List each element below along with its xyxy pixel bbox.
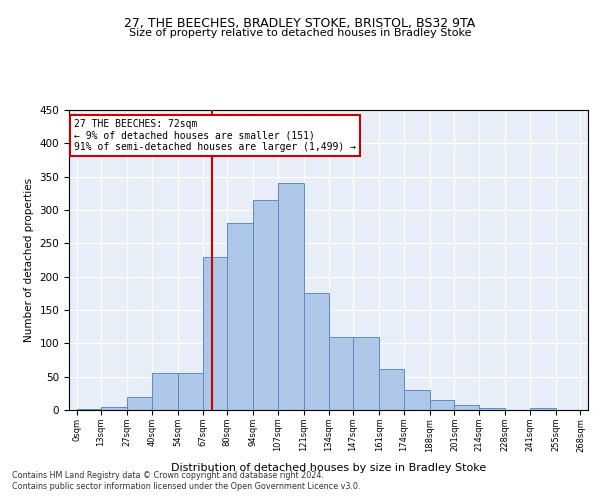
Bar bbox=[430, 400, 454, 410]
Bar bbox=[304, 294, 329, 410]
Text: 27 THE BEECHES: 72sqm
← 9% of detached houses are smaller (151)
91% of semi-deta: 27 THE BEECHES: 72sqm ← 9% of detached h… bbox=[74, 119, 356, 152]
Y-axis label: Number of detached properties: Number of detached properties bbox=[24, 178, 34, 342]
Bar bbox=[329, 336, 353, 410]
Text: Contains HM Land Registry data © Crown copyright and database right 2024.: Contains HM Land Registry data © Crown c… bbox=[12, 471, 324, 480]
Bar bbox=[404, 390, 430, 410]
Bar bbox=[379, 368, 404, 410]
Bar bbox=[353, 336, 379, 410]
Bar bbox=[454, 404, 479, 410]
Bar bbox=[127, 396, 152, 410]
Text: 27, THE BEECHES, BRADLEY STOKE, BRISTOL, BS32 9TA: 27, THE BEECHES, BRADLEY STOKE, BRISTOL,… bbox=[124, 18, 476, 30]
Text: Size of property relative to detached houses in Bradley Stoke: Size of property relative to detached ho… bbox=[129, 28, 471, 38]
Bar bbox=[253, 200, 278, 410]
Bar bbox=[178, 374, 203, 410]
Bar bbox=[227, 224, 253, 410]
Text: Contains public sector information licensed under the Open Government Licence v3: Contains public sector information licen… bbox=[12, 482, 361, 491]
Bar bbox=[530, 408, 556, 410]
Bar bbox=[278, 184, 304, 410]
X-axis label: Distribution of detached houses by size in Bradley Stoke: Distribution of detached houses by size … bbox=[171, 462, 486, 472]
Bar bbox=[77, 408, 101, 410]
Bar bbox=[101, 406, 127, 410]
Bar bbox=[203, 256, 227, 410]
Bar bbox=[479, 408, 505, 410]
Bar bbox=[152, 374, 178, 410]
